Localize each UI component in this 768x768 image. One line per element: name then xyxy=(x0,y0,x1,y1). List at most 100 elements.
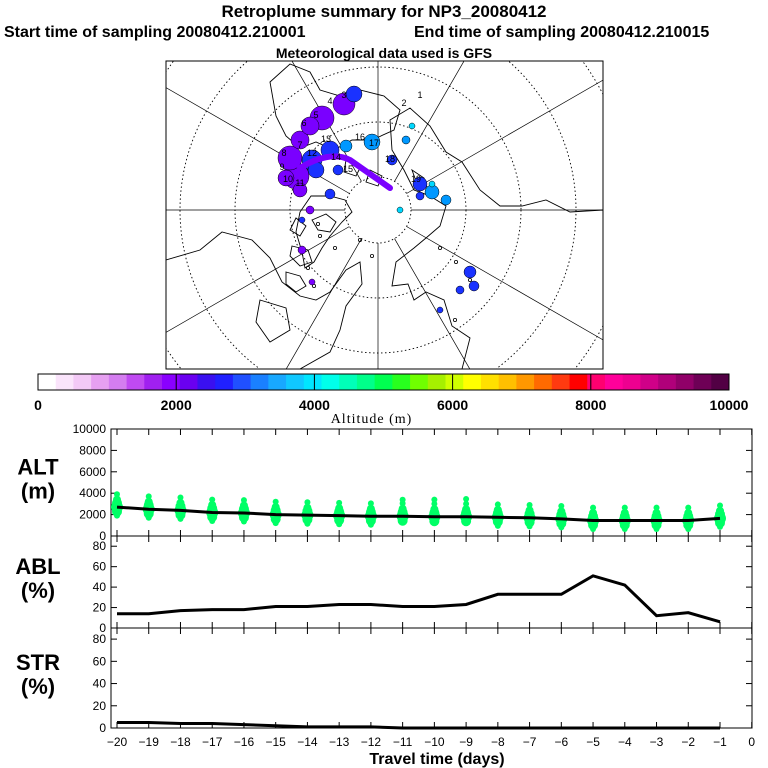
panel-ylabel: (%) xyxy=(21,578,55,603)
alt-point xyxy=(208,500,217,509)
plume-blob xyxy=(415,191,425,201)
coastline xyxy=(166,231,363,369)
plume-blob xyxy=(300,116,320,136)
plume-blob xyxy=(332,164,344,176)
x-tick-label: −6 xyxy=(554,735,568,749)
plume-blob xyxy=(277,169,295,187)
colorbar-swatch xyxy=(374,374,393,390)
plume-blob xyxy=(305,205,315,215)
alt-point xyxy=(717,523,723,530)
time-axis: −20 −19 −18 −17 −16 −15 −14 −13 −12 −11 −10 −9 −8 −7−… xyxy=(107,735,756,768)
plume-blob xyxy=(298,216,306,224)
alt-point xyxy=(590,504,597,511)
colorbar-tick-label: 2000 xyxy=(161,397,192,413)
coastline xyxy=(255,299,291,343)
alt-point xyxy=(336,521,343,528)
alt-point xyxy=(145,514,152,521)
plume-blob xyxy=(386,154,398,166)
alt-point xyxy=(525,506,534,515)
x-tick-label: −1 xyxy=(713,735,727,749)
y-tick-label: 0 xyxy=(99,529,106,543)
colorbar-swatch xyxy=(108,374,128,390)
x-tick-label: −2 xyxy=(681,735,695,749)
alt-point xyxy=(621,504,628,511)
colorbar-tick-label: 8000 xyxy=(575,397,606,413)
alt-point xyxy=(494,522,501,529)
y-tick-label: 80 xyxy=(93,632,107,646)
x-tick-label: −12 xyxy=(361,735,382,749)
colorbar-swatch xyxy=(711,374,730,390)
alt-point xyxy=(716,506,724,515)
alt-point xyxy=(239,501,248,510)
alt-panel: 0 2000 4000 6000 8000 10000 ALT(m) xyxy=(17,422,753,543)
map-plume xyxy=(277,85,480,314)
island xyxy=(332,245,337,250)
map-day-label: 10 xyxy=(283,174,293,184)
colorbar-swatch xyxy=(463,374,482,390)
colorbar-swatch xyxy=(179,374,198,390)
alt-point xyxy=(558,503,565,510)
plume-blob xyxy=(363,133,381,151)
alt-point xyxy=(526,523,533,530)
alt-point xyxy=(589,508,598,517)
alt-point xyxy=(113,495,121,504)
colorbar-swatch xyxy=(427,374,447,390)
colorbar-swatch xyxy=(534,374,553,390)
alt-point xyxy=(177,494,184,501)
plume-blob xyxy=(440,194,452,206)
x-tick-label: −7 xyxy=(523,735,537,749)
y-tick-label: 10000 xyxy=(73,422,107,436)
map-day-label: 6 xyxy=(301,118,306,128)
colorbar-swatch xyxy=(498,374,517,390)
map-day-label: 7 xyxy=(297,140,302,150)
x-tick-label: −20 xyxy=(107,735,128,749)
colorbar-tick-label: 0 xyxy=(34,397,42,413)
x-tick-label: −15 xyxy=(266,735,287,749)
plume-blob xyxy=(455,285,465,295)
map-day-label: 5 xyxy=(313,110,318,120)
colorbar-swatch xyxy=(356,374,376,390)
alt-point xyxy=(590,526,597,533)
series-line xyxy=(117,574,721,624)
island xyxy=(317,233,322,238)
alt-point xyxy=(336,499,343,506)
plume-blob xyxy=(292,182,308,198)
alt-point xyxy=(430,505,439,514)
alt-point xyxy=(463,495,470,502)
alt-point xyxy=(240,518,247,525)
alt-point xyxy=(526,501,533,508)
alt-point xyxy=(209,496,216,503)
y-tick-label: 20 xyxy=(93,699,107,713)
altitude-colorbar: 0 2000 4000 6000 8000 10000 Altitude (m) xyxy=(34,373,749,427)
alt-point xyxy=(271,503,280,512)
meridian-line xyxy=(291,61,362,182)
colorbar-axis-label: Altitude (m) xyxy=(331,412,413,427)
map-coastlines xyxy=(166,63,603,369)
map-day-label: 16 xyxy=(355,132,365,142)
map-day-label: 13 xyxy=(321,134,331,144)
alt-point xyxy=(209,518,216,525)
panel-ylabel: (%) xyxy=(21,674,55,699)
alt-point xyxy=(114,512,120,519)
plume-blob xyxy=(345,85,363,103)
colorbar-swatch xyxy=(675,374,695,390)
y-tick-label: 60 xyxy=(93,560,107,574)
colorbar-swatch xyxy=(250,374,269,390)
colorbar-swatch xyxy=(126,374,145,390)
plume-blob xyxy=(436,306,444,314)
colorbar-tick-label: 10000 xyxy=(710,397,749,413)
end-time-label: End time of sampling 20080412.210015 xyxy=(414,24,710,41)
x-tick-label: −14 xyxy=(297,735,318,749)
panel-frame xyxy=(110,627,753,729)
x-axis-label: Travel time (days) xyxy=(369,751,504,768)
map-day-label: 1 xyxy=(417,90,422,100)
colorbar-swatch xyxy=(197,374,216,390)
alt-point xyxy=(493,505,502,514)
met-data-label: Meteorological data used is GFS xyxy=(275,45,493,61)
x-tick-label: −19 xyxy=(139,735,160,749)
map-day-label: 14 xyxy=(331,152,341,162)
alt-point xyxy=(620,508,629,517)
alt-point xyxy=(304,520,311,527)
panel-ylabel: STR xyxy=(16,650,60,675)
y-tick-label: 40 xyxy=(93,677,107,691)
